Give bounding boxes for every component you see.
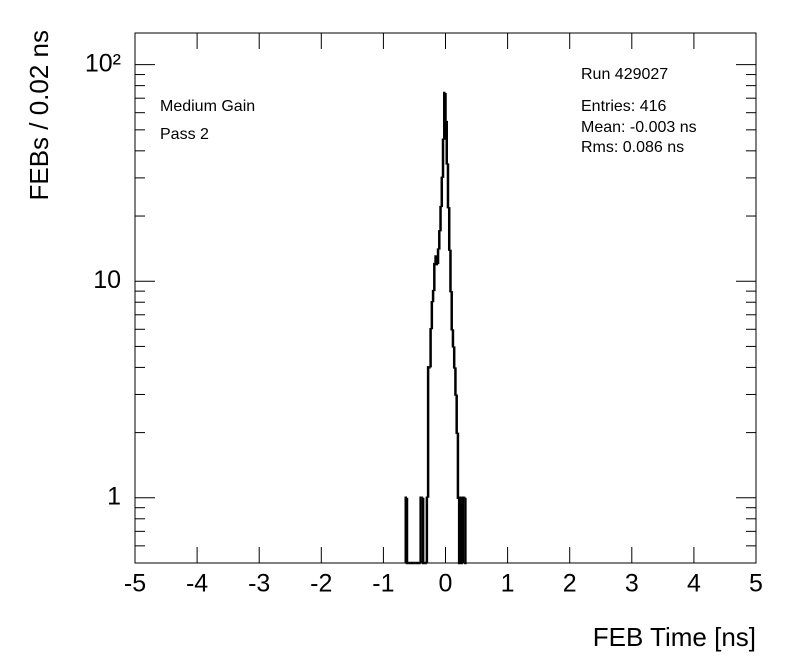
histogram-bin xyxy=(445,120,448,165)
histogram-bin xyxy=(444,92,447,123)
y-tick-label: 10² xyxy=(85,49,121,77)
histogram-bin xyxy=(405,497,409,565)
x-tick-label: -4 xyxy=(186,570,208,598)
annotation: Run 429027 xyxy=(581,66,668,83)
histogram-bin xyxy=(426,366,430,498)
x-tick-label: 5 xyxy=(749,570,763,598)
x-tick-label: -5 xyxy=(124,570,146,598)
histogram-bin xyxy=(461,496,465,563)
y-tick-label: 1 xyxy=(107,482,121,510)
annotation: Entries: 416 xyxy=(581,98,666,115)
histogram-bin xyxy=(439,205,442,232)
annotation: Medium Gain xyxy=(160,98,255,115)
y-axis-title: FEBs / 0.02 ns xyxy=(24,30,54,201)
histogram-bin xyxy=(433,262,436,292)
annotation: Rms: 0.086 ns xyxy=(581,139,684,156)
histogram-bin xyxy=(449,249,452,293)
annotation: Pass 2 xyxy=(160,126,209,143)
histogram-bin xyxy=(436,248,440,265)
x-tick-label: 1 xyxy=(501,570,515,598)
histogram-bin xyxy=(419,496,422,563)
histogram-bin xyxy=(441,138,445,178)
y-tick-label: 10 xyxy=(93,266,121,294)
histogram-bin xyxy=(431,289,435,303)
histogram-bin xyxy=(421,497,425,565)
histogram-bin xyxy=(450,291,453,331)
x-tick-label: -3 xyxy=(248,570,270,598)
histogram-bin xyxy=(454,367,457,396)
histogram-bin xyxy=(452,346,456,369)
histogram-bin xyxy=(447,207,451,251)
x-tick-label: 2 xyxy=(563,570,577,598)
x-tick-label: 3 xyxy=(625,570,639,598)
annotation: Mean: -0.003 ns xyxy=(581,119,697,136)
histogram-bin xyxy=(429,328,432,368)
histogram-bin xyxy=(464,497,467,565)
histogram-bin xyxy=(425,496,429,563)
x-axis-title: FEB Time [ns] xyxy=(593,622,756,652)
x-tick-label: -1 xyxy=(372,570,394,598)
x-tick-label: 0 xyxy=(439,570,453,598)
histogram-bin xyxy=(438,230,441,250)
histogram-bin xyxy=(451,329,455,348)
x-tick-label: -2 xyxy=(310,570,332,598)
histogram-bin xyxy=(446,163,450,209)
histogram-bin xyxy=(430,300,434,330)
histogram-bin xyxy=(455,394,458,434)
histogram-bin xyxy=(456,432,460,500)
x-tick-label: 4 xyxy=(687,570,701,598)
histogram-bin xyxy=(440,176,444,208)
